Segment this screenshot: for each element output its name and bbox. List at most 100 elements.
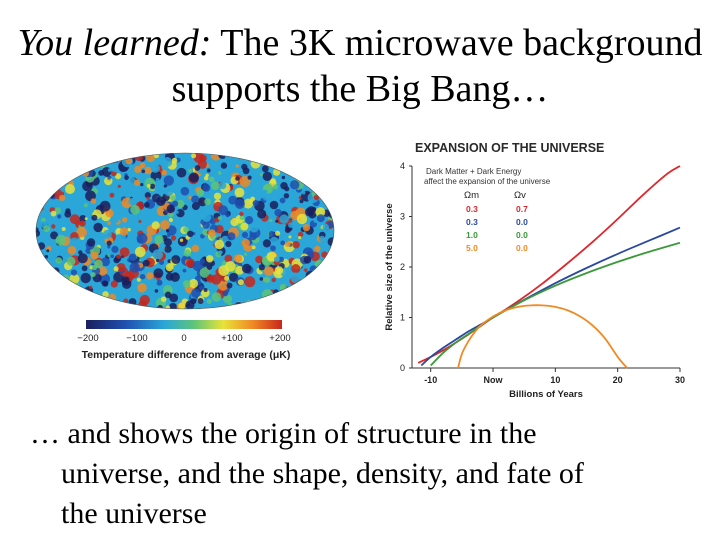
cmb-spot [162, 157, 173, 167]
cmb-spot [163, 175, 174, 186]
cmb-spot [110, 153, 118, 162]
expansion-chart: EXPANSION OF THE UNIVERSE 0 1 2 3 4 -10 Now 10… [378, 132, 690, 404]
cmb-spot [316, 153, 325, 159]
cmb-spot [267, 153, 279, 161]
cmb-spot [262, 239, 271, 248]
cmb-spot [304, 291, 311, 298]
series-line [457, 304, 628, 369]
cmb-spot [218, 205, 229, 216]
cmb-spot [271, 277, 276, 283]
cmb-spot [139, 162, 146, 169]
legend-rows: 0.3 0.7 0.3 0.0 1.0 0.0 5.0 0.0 [466, 204, 528, 253]
cmb-spot [156, 279, 163, 286]
cmb-spot [150, 163, 160, 173]
cmb-spot [300, 299, 304, 304]
scale-tick: 0 [181, 333, 186, 344]
cmb-spot [249, 303, 261, 309]
cmb-spot [318, 165, 324, 171]
cmb-spot [202, 183, 211, 192]
cmb-spot [218, 181, 227, 190]
y-tick-label: 0 [400, 363, 405, 373]
cmb-spot [137, 283, 147, 293]
cmb-spot [278, 280, 282, 284]
cmb-spot [129, 262, 140, 273]
cmb-spot [81, 265, 88, 272]
cmb-spot [127, 228, 131, 232]
cmb-spot [264, 221, 274, 230]
cmb-spot [146, 153, 156, 163]
cmb-spot [140, 183, 144, 187]
cmb-spot [180, 186, 190, 196]
cmb-spot [64, 210, 72, 218]
cmb-spot [65, 158, 73, 167]
cmb-spot [312, 162, 319, 169]
cmb-spot [110, 162, 121, 173]
cmb-spot [91, 214, 98, 221]
cmb-spot [295, 290, 305, 300]
cmb-spot [281, 302, 288, 309]
cmb-spot [155, 177, 160, 183]
cmb-spot [214, 239, 225, 250]
cmb-spot [262, 189, 268, 195]
cmb-spot [283, 163, 290, 169]
cmb-spot [36, 246, 39, 252]
cmb-spot [218, 280, 229, 291]
cmb-spot [288, 222, 294, 228]
cmb-spot [109, 192, 115, 198]
cmb-spot [68, 169, 72, 174]
cmb-spot [206, 264, 213, 270]
cmb-spot [152, 249, 163, 260]
cmb-spot [46, 291, 56, 301]
cmb-spot [291, 264, 301, 274]
cmb-spot [188, 278, 199, 289]
cmb-spot [154, 289, 159, 293]
cmb-spot [208, 176, 215, 183]
cmb-spot [45, 172, 49, 176]
cmb-spot [84, 236, 88, 240]
cmb-spot [234, 153, 244, 159]
cmb-spot [111, 245, 119, 253]
cmb-spot [122, 217, 128, 223]
cmb-spot [262, 171, 272, 181]
x-axis-label: Billions of Years [509, 389, 583, 400]
x-tick-label: -10 [424, 375, 437, 385]
cmb-spot [319, 288, 327, 296]
cmb-spot [294, 285, 300, 290]
cmb-spot [164, 238, 172, 247]
cmb-spot [206, 274, 215, 283]
cmb-spot [52, 267, 60, 275]
cmb-spot [182, 160, 186, 164]
cmb-spot [151, 280, 155, 284]
cmb-spot [118, 153, 128, 161]
cmb-spot [166, 229, 170, 233]
cmb-spot [239, 215, 245, 221]
cmb-spot [163, 186, 174, 197]
cmb-spot [274, 266, 284, 275]
x-ticks: -10 Now 10 20 30 [424, 368, 685, 385]
cmb-spot [289, 153, 297, 158]
cmb-spot [115, 233, 127, 244]
cmb-spot [65, 184, 75, 194]
chart-title: EXPANSION OF THE UNIVERSE [415, 141, 604, 155]
cmb-spot [243, 252, 248, 256]
legend-ov-value: 0.0 [516, 217, 528, 227]
legend-note-line1: Dark Matter + Dark Energy [426, 167, 521, 176]
cmb-spot [200, 233, 205, 239]
cmb-spot [97, 266, 108, 276]
legend-ov-value: 0.0 [516, 230, 528, 240]
cmb-spot [289, 296, 297, 305]
cmb-spot [113, 266, 119, 272]
cmb-spot [225, 240, 232, 248]
cmb-spot [239, 176, 251, 187]
cmb-spot [257, 209, 267, 219]
cmb-spot [299, 280, 308, 288]
cmb-spot [192, 260, 203, 272]
y-tick-label: 4 [400, 161, 405, 171]
cmb-spot [176, 167, 187, 178]
cmb-spot [57, 281, 63, 288]
cmb-spot [36, 294, 45, 304]
cmb-spot [36, 155, 45, 164]
cmb-spot [279, 283, 287, 291]
cmb-spot [66, 256, 76, 266]
cmb-spot [36, 302, 39, 306]
